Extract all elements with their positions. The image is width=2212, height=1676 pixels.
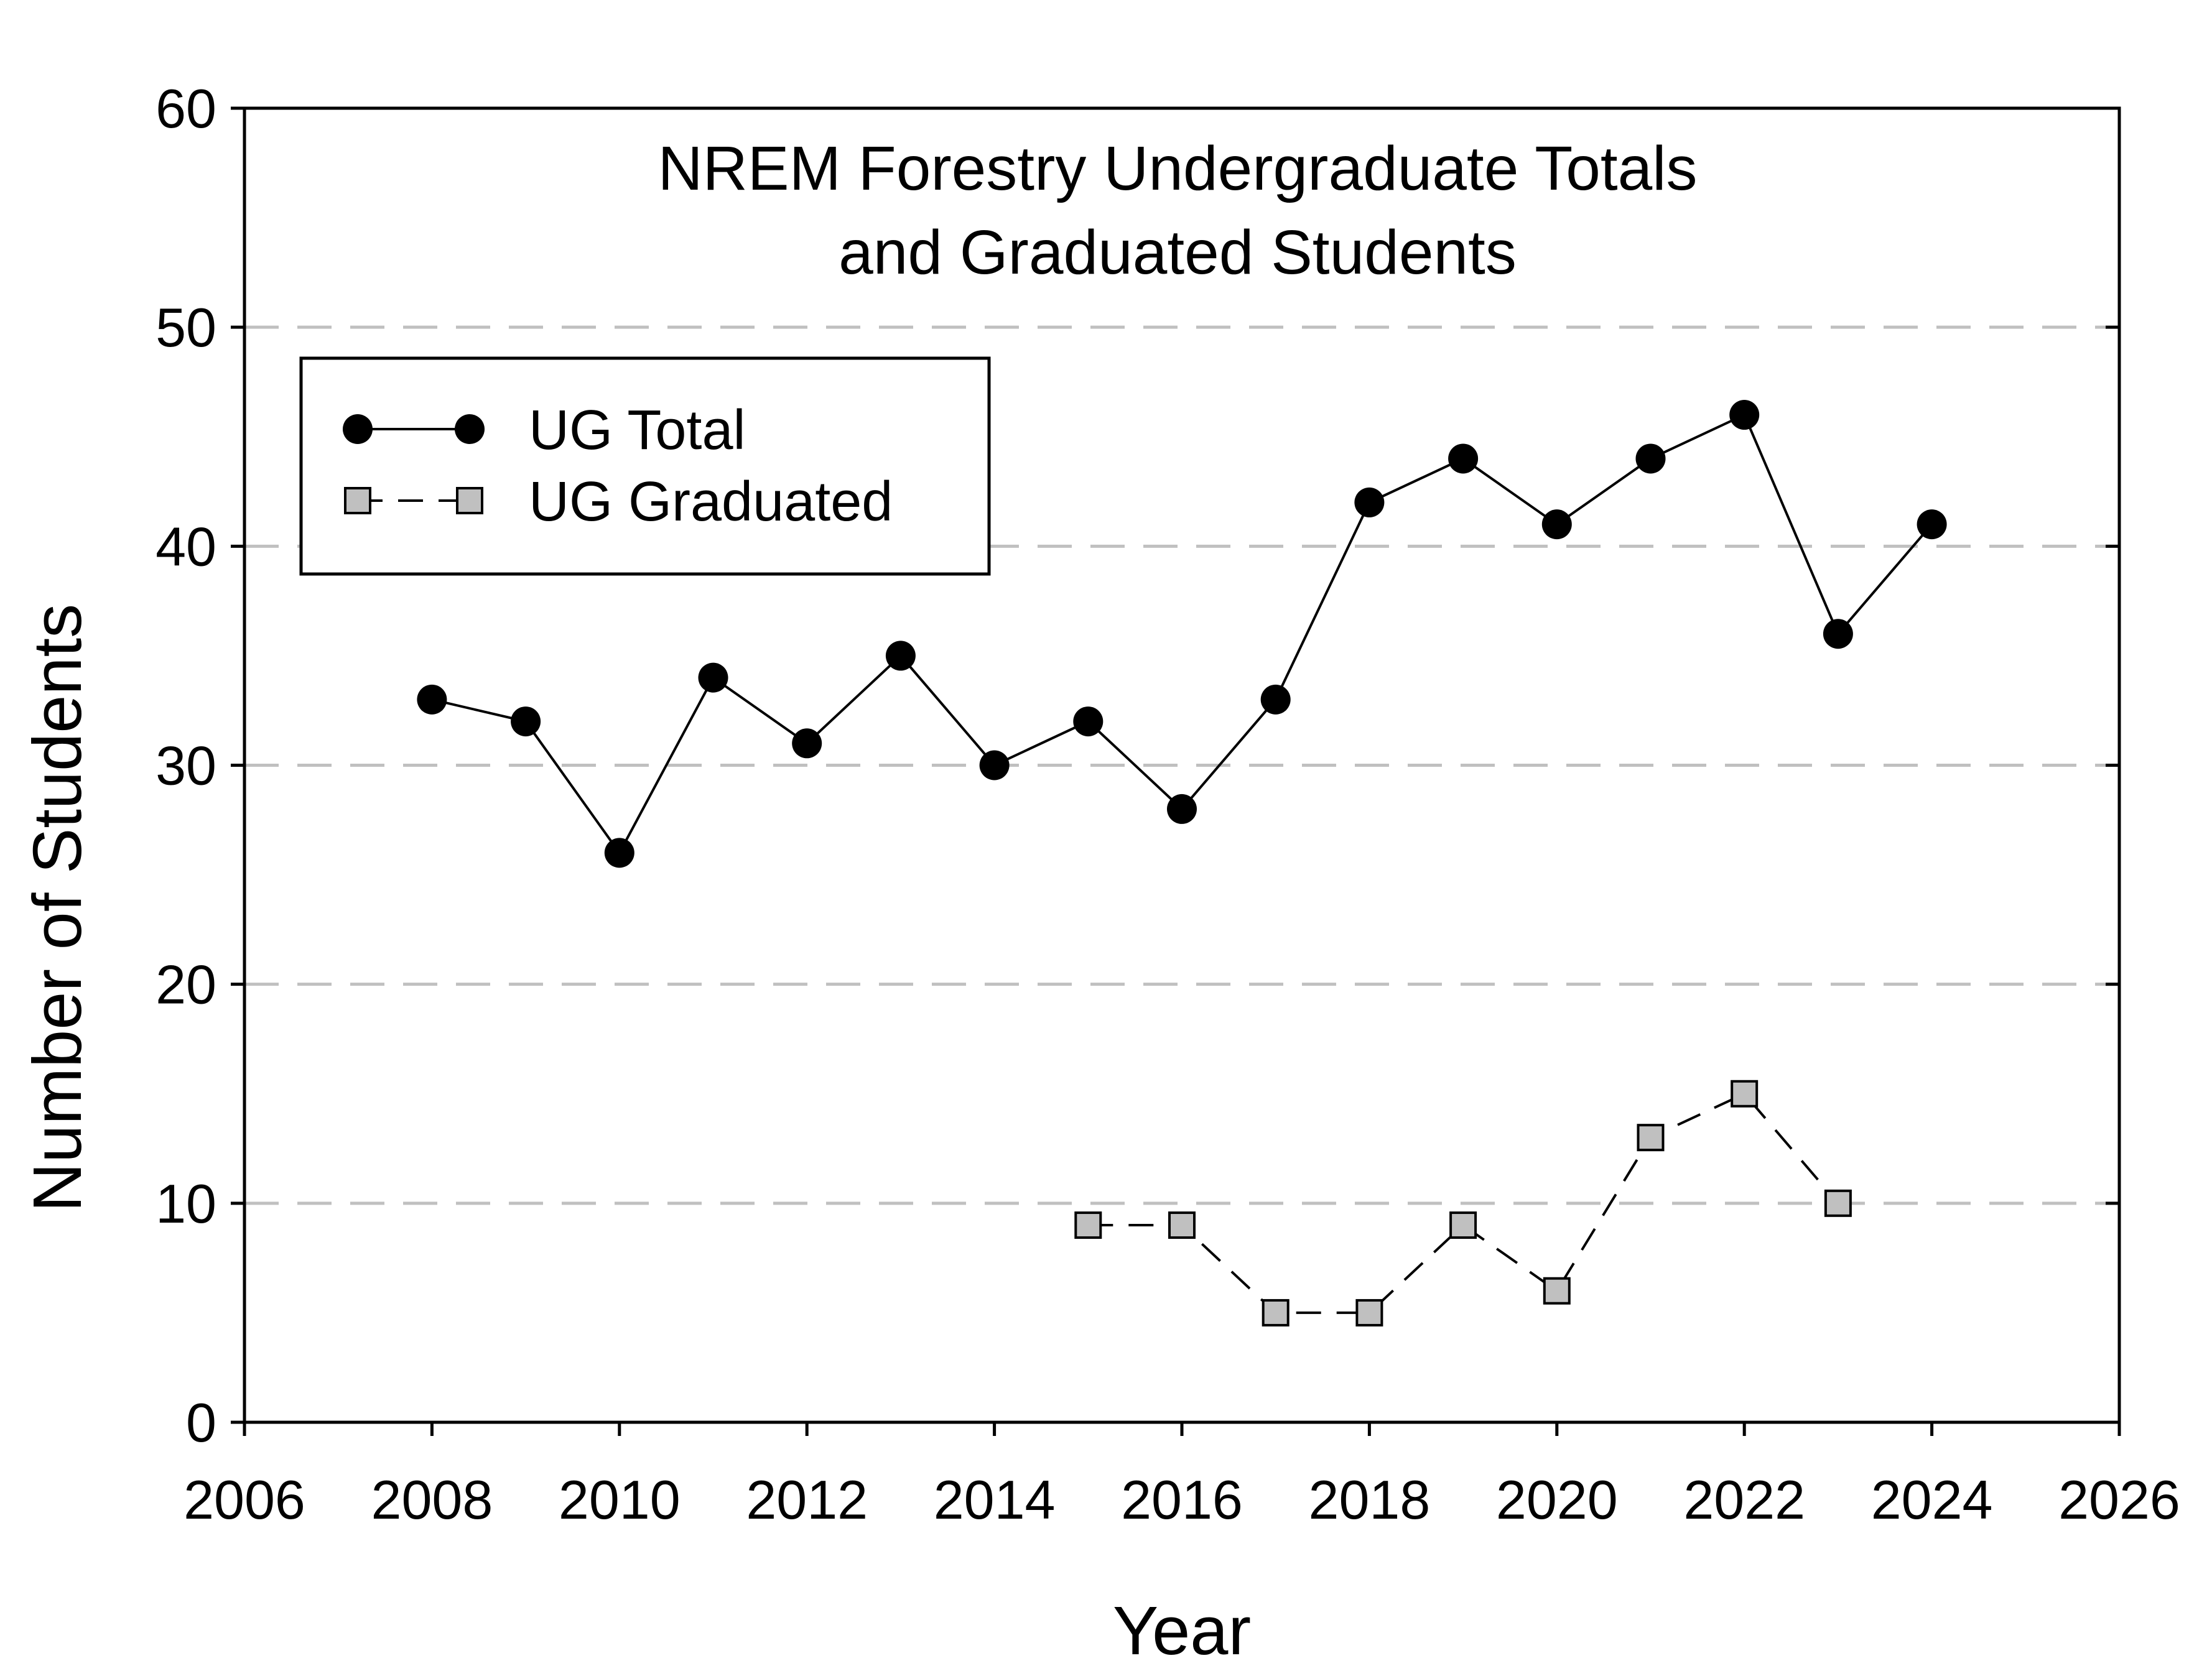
y-tick-label: 10 bbox=[156, 1173, 216, 1234]
legend-marker-ug-graduated bbox=[456, 487, 483, 514]
x-tick-label: 2018 bbox=[1309, 1469, 1431, 1530]
data-point-ug-graduated bbox=[1731, 1080, 1759, 1108]
data-point-ug-total bbox=[1448, 443, 1479, 474]
gridlines bbox=[244, 325, 2119, 1205]
data-point-ug-total bbox=[1354, 487, 1385, 517]
data-point-ug-total bbox=[1917, 509, 1947, 540]
data-point-ug-total bbox=[698, 662, 728, 693]
x-tick-label: 2014 bbox=[934, 1469, 1056, 1530]
x-tick-label: 2026 bbox=[2058, 1469, 2180, 1530]
legend-box bbox=[299, 356, 991, 576]
legend-marker-ug-graduated bbox=[344, 487, 371, 514]
data-point-ug-total bbox=[511, 706, 541, 737]
x-tick-label: 2020 bbox=[1496, 1469, 1618, 1530]
chart-title-line-1: NREM Forestry Undergraduate Totals bbox=[658, 134, 1697, 203]
data-point-ug-graduated bbox=[1168, 1211, 1196, 1239]
y-tick-label: 30 bbox=[156, 735, 216, 797]
legend-marker-ug-total bbox=[343, 414, 373, 444]
series-line-1 bbox=[1088, 1092, 1839, 1314]
axis-ticks: 0 10 20 30 40 50 60 2006 2008 2010 2012 2014 2016 201… bbox=[156, 78, 2180, 1530]
data-point-ug-total bbox=[1073, 706, 1104, 737]
x-tick-label: 2006 bbox=[184, 1469, 305, 1530]
chart-title-line-2: and Graduated Students bbox=[839, 218, 1517, 287]
x-tick-label: 2010 bbox=[559, 1469, 681, 1530]
data-point-ug-total bbox=[417, 684, 447, 715]
data-point-ug-total bbox=[1541, 509, 1572, 540]
series-layer bbox=[417, 400, 1947, 1326]
data-point-ug-graduated bbox=[1074, 1211, 1102, 1239]
legend: UG Total UG Graduated bbox=[299, 356, 991, 576]
legend-marker-ug-total bbox=[455, 414, 485, 444]
data-point-ug-total bbox=[979, 750, 1010, 780]
data-point-ug-total bbox=[792, 728, 822, 759]
y-tick-label: 50 bbox=[156, 297, 216, 358]
data-point-ug-total bbox=[604, 838, 634, 868]
data-point-ug-total bbox=[1167, 794, 1197, 824]
x-tick-label: 2012 bbox=[746, 1469, 868, 1530]
x-tick-label: 2016 bbox=[1121, 1469, 1243, 1530]
legend-label-ug-total: UG Total bbox=[529, 399, 746, 461]
data-point-ug-total bbox=[1729, 400, 1760, 430]
x-tick-label: 2008 bbox=[371, 1469, 493, 1530]
data-point-ug-total bbox=[885, 641, 916, 671]
x-axis-label: Year bbox=[1113, 1593, 1251, 1669]
y-tick-label: 60 bbox=[156, 78, 216, 139]
x-tick-label: 2024 bbox=[1871, 1469, 1993, 1530]
data-point-ug-total bbox=[1635, 443, 1666, 474]
data-point-ug-total bbox=[1260, 684, 1291, 715]
data-point-ug-graduated bbox=[1637, 1124, 1665, 1152]
data-point-ug-graduated bbox=[1262, 1299, 1290, 1326]
data-point-ug-graduated bbox=[1824, 1189, 1852, 1217]
data-point-ug-total bbox=[1823, 619, 1853, 649]
y-tick-label: 20 bbox=[156, 954, 216, 1016]
y-tick-label: 0 bbox=[186, 1392, 216, 1453]
y-tick-label: 40 bbox=[156, 516, 216, 577]
x-tick-label: 2022 bbox=[1683, 1469, 1805, 1530]
data-point-ug-graduated bbox=[1543, 1277, 1571, 1305]
data-point-ug-graduated bbox=[1449, 1211, 1477, 1239]
y-axis-label: Number of Students bbox=[19, 604, 96, 1212]
data-point-ug-graduated bbox=[1355, 1299, 1383, 1326]
legend-label-ug-graduated: UG Graduated bbox=[529, 471, 893, 533]
